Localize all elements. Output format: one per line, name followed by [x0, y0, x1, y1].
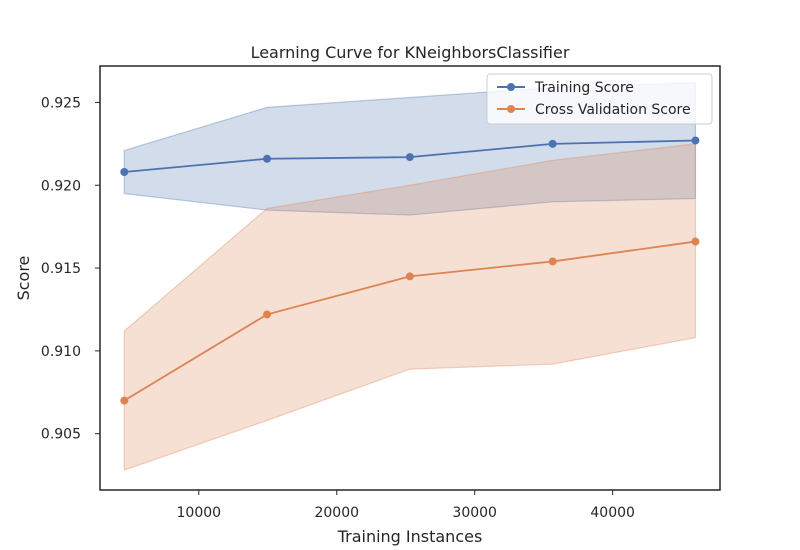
- legend-training-marker: [507, 83, 515, 91]
- cv-score-point: [263, 310, 272, 319]
- cv-score-point: [691, 237, 700, 246]
- cv-score-point: [548, 257, 557, 266]
- x-axis-label: Training Instances: [337, 527, 483, 546]
- y-tick-label: 0.920: [41, 178, 81, 194]
- y-tick-label: 0.905: [41, 427, 81, 443]
- x-tick-label: 10000: [177, 505, 222, 521]
- y-axis-ticks: 0.905 0.910 0.915 0.920 0.925: [41, 95, 100, 443]
- training-score-point: [691, 136, 700, 145]
- y-tick-label: 0.925: [41, 95, 81, 111]
- legend-box: [486, 73, 713, 125]
- x-tick-label: 20000: [314, 505, 359, 521]
- x-axis-ticks: 10000 20000 30000 40000: [177, 490, 635, 521]
- legend-cv-label: Cross Validation Score: [535, 102, 691, 118]
- cv-confidence-band: [123, 143, 697, 471]
- y-tick-label: 0.915: [41, 261, 81, 277]
- plot-frame: [99, 65, 721, 491]
- x-tick-label: 40000: [590, 505, 635, 521]
- legend-cv-marker: [507, 105, 515, 113]
- training-score-point: [120, 168, 129, 176]
- x-tick-label: 30000: [452, 505, 497, 521]
- cv-score-point: [120, 396, 129, 405]
- legend: Training Score Cross Validation Score: [486, 73, 713, 125]
- cv-score-point: [405, 272, 414, 281]
- training-score-point: [405, 153, 414, 162]
- training-score-point: [263, 154, 272, 163]
- chart-title: Learning Curve for KNeighborsClassifier: [251, 43, 570, 62]
- y-axis-label: Score: [14, 256, 33, 301]
- legend-training-label: Training Score: [534, 80, 634, 96]
- training-score-point: [548, 139, 557, 148]
- y-tick-label: 0.910: [41, 344, 81, 360]
- series-points: [120, 136, 700, 405]
